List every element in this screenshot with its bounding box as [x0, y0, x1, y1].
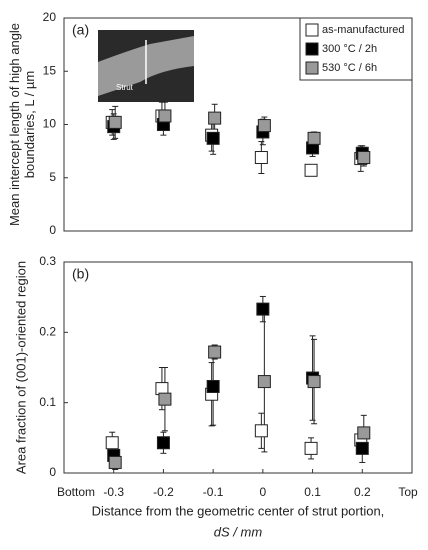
x-tick-label: Top [398, 485, 418, 499]
x-tick-label: -0.3 [103, 485, 124, 499]
y-tick-label: 0 [49, 465, 56, 479]
x-tick-label: -0.1 [203, 485, 224, 499]
marker [206, 131, 220, 145]
marker [156, 436, 170, 450]
y-axis-label: Mean intercept length of high angle [7, 23, 22, 226]
marker [254, 424, 268, 438]
y-tick-label: 5 [49, 170, 56, 184]
marker [307, 375, 321, 389]
marker [257, 375, 271, 389]
marker [304, 441, 318, 455]
marker [357, 426, 371, 440]
marker [108, 115, 122, 129]
x-axis-label: dS / mm [214, 524, 263, 539]
x-axis-label: Distance from the geometric center of st… [92, 503, 385, 518]
x-tick-label: 0.1 [304, 485, 321, 499]
x-tick-label: Bottom [57, 485, 95, 499]
legend-label: 530 °C / 6h [322, 62, 377, 74]
y-tick-label: 0.1 [39, 395, 56, 409]
marker [206, 379, 220, 393]
inset-image: Strut [98, 30, 194, 102]
y-tick-label: 20 [43, 10, 57, 24]
marker [254, 151, 268, 165]
panel-label: (a) [72, 22, 89, 38]
x-tick-label: 0.2 [354, 485, 371, 499]
marker [304, 163, 318, 177]
x-tick-label: 0 [260, 485, 267, 499]
marker [307, 131, 321, 145]
marker [208, 111, 222, 125]
legend-marker [305, 42, 319, 56]
y-tick-label: 0.3 [39, 254, 56, 268]
panel-label: (b) [72, 266, 89, 282]
marker [108, 455, 122, 469]
y-tick-label: 10 [43, 117, 57, 131]
legend-marker [305, 23, 319, 37]
panel-b-frame [63, 261, 413, 474]
legend-label: 300 °C / 2h [322, 43, 377, 55]
marker [105, 436, 119, 450]
marker [257, 119, 271, 133]
y-tick-label: 0.2 [39, 325, 56, 339]
marker [158, 392, 172, 406]
legend-label: as-manufactured [322, 24, 405, 36]
legend-marker [305, 61, 319, 75]
marker [357, 151, 371, 165]
marker [256, 302, 270, 316]
marker [355, 441, 369, 455]
inset-label: Strut [116, 83, 134, 92]
y-tick-label: 15 [43, 63, 57, 77]
marker [208, 345, 222, 359]
y-axis-label: Area fraction of (001)-oriented region [13, 261, 28, 474]
y-tick-label: 0 [49, 223, 56, 237]
x-tick-label: -0.2 [153, 485, 174, 499]
y-axis-label: boundaries, L / µm [22, 71, 37, 178]
marker [158, 109, 172, 123]
legend-box [299, 17, 413, 81]
